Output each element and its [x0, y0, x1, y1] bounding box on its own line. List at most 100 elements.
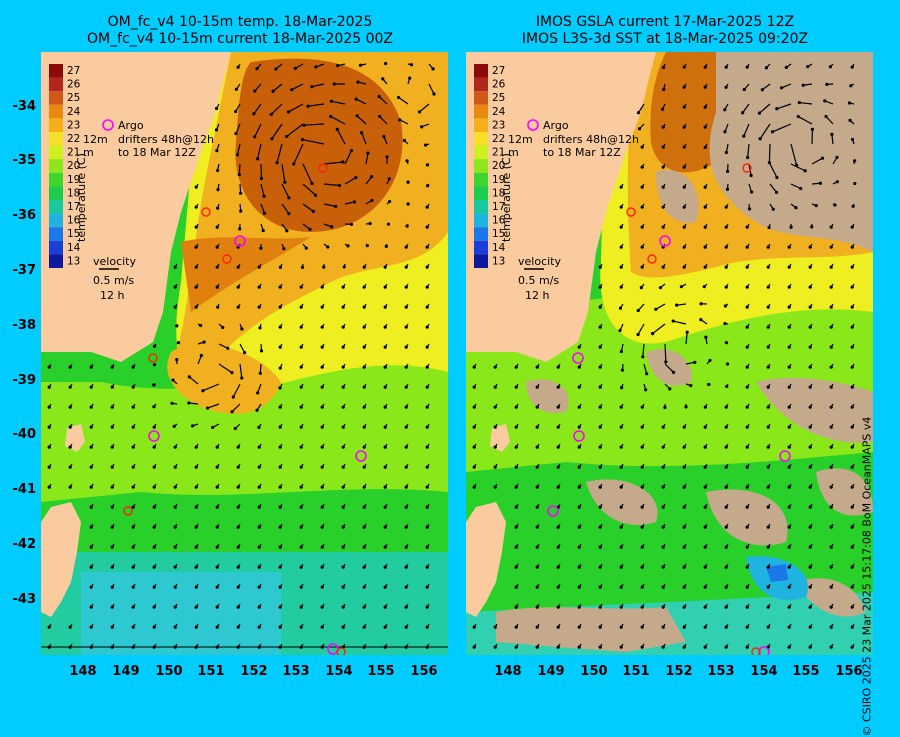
colorbar-label: temperature (C) [75, 153, 88, 242]
colorbar-tick-label: 23 [492, 119, 505, 131]
argo-float-marker[interactable] [780, 451, 790, 461]
drifter-marker[interactable] [627, 208, 635, 216]
lon-tick-label: 155 [786, 664, 826, 679]
lat-tick-label: -36 [2, 208, 36, 223]
colorbar-swatch [474, 200, 488, 214]
copyright-credit: © CSIRO 2025 23 Mar 2025 15:17:08 BoM Oc… [861, 217, 874, 737]
colorbar-swatch [49, 200, 63, 214]
colorbar-swatch [474, 186, 488, 200]
lon-tick-label: 152 [659, 664, 699, 679]
colorbar-tick-label: 25 [67, 92, 80, 104]
argo-float-marker[interactable] [235, 236, 245, 246]
right-map-title: IMOS GSLA current 17-Mar-2025 12Z IMOS L… [455, 14, 875, 48]
colorbar-tick-label: 27 [492, 65, 505, 77]
lat-tick-label: -41 [2, 482, 36, 497]
colorbar-tick-label: 26 [67, 79, 81, 91]
colorbar-swatch [49, 186, 63, 200]
colorbar-swatch [474, 132, 488, 146]
lon-tick-label: 151 [191, 664, 231, 679]
colorbar-swatch [474, 91, 488, 105]
drifters-legend-label: drifters 48h@12h [118, 133, 214, 146]
argo-legend-marker [103, 120, 113, 130]
lon-tick-label: 155 [361, 664, 401, 679]
legend-m: m [83, 146, 94, 159]
lon-tick-label: 148 [488, 664, 528, 679]
colorbar-tick-label: 26 [492, 79, 506, 91]
lon-tick-label: 154 [744, 664, 784, 679]
right-title-line1: IMOS GSLA current 17-Mar-2025 12Z [455, 14, 875, 31]
drifter-marker[interactable] [319, 164, 327, 172]
lat-tick-label: -34 [2, 99, 36, 114]
colorbar-tick-label: 14 [67, 242, 81, 254]
colorbar-swatch [49, 132, 63, 146]
lon-tick-label: 149 [106, 664, 146, 679]
colorbar-swatch [49, 91, 63, 105]
argo-float-marker[interactable] [574, 431, 584, 441]
colorbar-tick-label: 24 [492, 106, 506, 118]
argo-float-marker[interactable] [548, 506, 558, 516]
colorbar-swatch [474, 146, 488, 160]
colorbar-swatch [474, 173, 488, 187]
drifters-time-label: to 18 Mar 12Z [118, 146, 196, 159]
colorbar-tick-label: 27 [67, 65, 80, 77]
colorbar-swatch [474, 214, 488, 228]
colorbar-swatch [474, 105, 488, 119]
drifters-legend-label: drifters 48h@12h [543, 133, 639, 146]
colorbar-swatch [474, 227, 488, 241]
legend-m: m [508, 146, 519, 159]
colorbar-swatch [474, 241, 488, 255]
colorbar-swatch [474, 118, 488, 132]
colorbar-swatch [474, 78, 488, 92]
left-title-line1: OM_fc_v4 10-15m temp. 18-Mar-2025 [30, 14, 450, 31]
drifter-marker[interactable] [223, 255, 231, 263]
left-map-title: OM_fc_v4 10-15m temp. 18-Mar-2025 OM_fc_… [30, 14, 450, 48]
lat-tick-label: -42 [2, 537, 36, 552]
lon-tick-label: 150 [574, 664, 614, 679]
velocity-speed-label: 0.5 m/s [93, 274, 134, 287]
argo-legend-marker [528, 120, 538, 130]
drifter-marker[interactable] [743, 164, 751, 172]
argo-float-marker[interactable] [149, 431, 159, 441]
velocity-time-label: 12 h [525, 289, 549, 302]
lat-tick-label: -40 [2, 427, 36, 442]
colorbar-tick-label: 24 [67, 106, 81, 118]
colorbar-tick-label: 14 [492, 242, 506, 254]
legend-12m: 12m [83, 133, 108, 146]
argo-legend-label: Argo [118, 119, 144, 132]
colorbar-swatch [49, 64, 63, 78]
colorbar-swatch [49, 159, 63, 173]
velocity-speed-label: 0.5 m/s [518, 274, 559, 287]
left-title-line2: OM_fc_v4 10-15m current 18-Mar-2025 00Z [30, 31, 450, 48]
lon-tick-label: 154 [319, 664, 359, 679]
lon-tick-label: 152 [234, 664, 274, 679]
colorbar-swatch [49, 78, 63, 92]
colorbar-swatch [49, 241, 63, 255]
velocity-legend-title: velocity [518, 255, 561, 268]
lon-tick-label: 153 [276, 664, 316, 679]
colorbar-swatch [49, 227, 63, 241]
drifter-marker[interactable] [202, 208, 210, 216]
colorbar-tick-label: 23 [67, 119, 80, 131]
lat-tick-label: -43 [2, 592, 36, 607]
drifter-marker[interactable] [149, 354, 157, 362]
lon-tick-label: 150 [149, 664, 189, 679]
lon-tick-label: 156 [404, 664, 444, 679]
argo-float-marker[interactable] [573, 353, 583, 363]
colorbar-swatch [49, 146, 63, 160]
colorbar-tick-label: 13 [492, 255, 505, 267]
lon-tick-label: 148 [63, 664, 103, 679]
lon-tick-label: 153 [701, 664, 741, 679]
argo-legend-label: Argo [543, 119, 569, 132]
argo-float-marker[interactable] [356, 451, 366, 461]
drifter-marker[interactable] [648, 255, 656, 263]
lon-tick-label: 151 [616, 664, 656, 679]
velocity-time-label: 12 h [100, 289, 124, 302]
argo-float-marker[interactable] [660, 236, 670, 246]
drifter-marker[interactable] [124, 507, 132, 515]
colorbar-swatch [49, 118, 63, 132]
right-title-line2: IMOS L3S-3d SST at 18-Mar-2025 09:20Z [455, 31, 875, 48]
colorbar-swatch [474, 254, 488, 268]
